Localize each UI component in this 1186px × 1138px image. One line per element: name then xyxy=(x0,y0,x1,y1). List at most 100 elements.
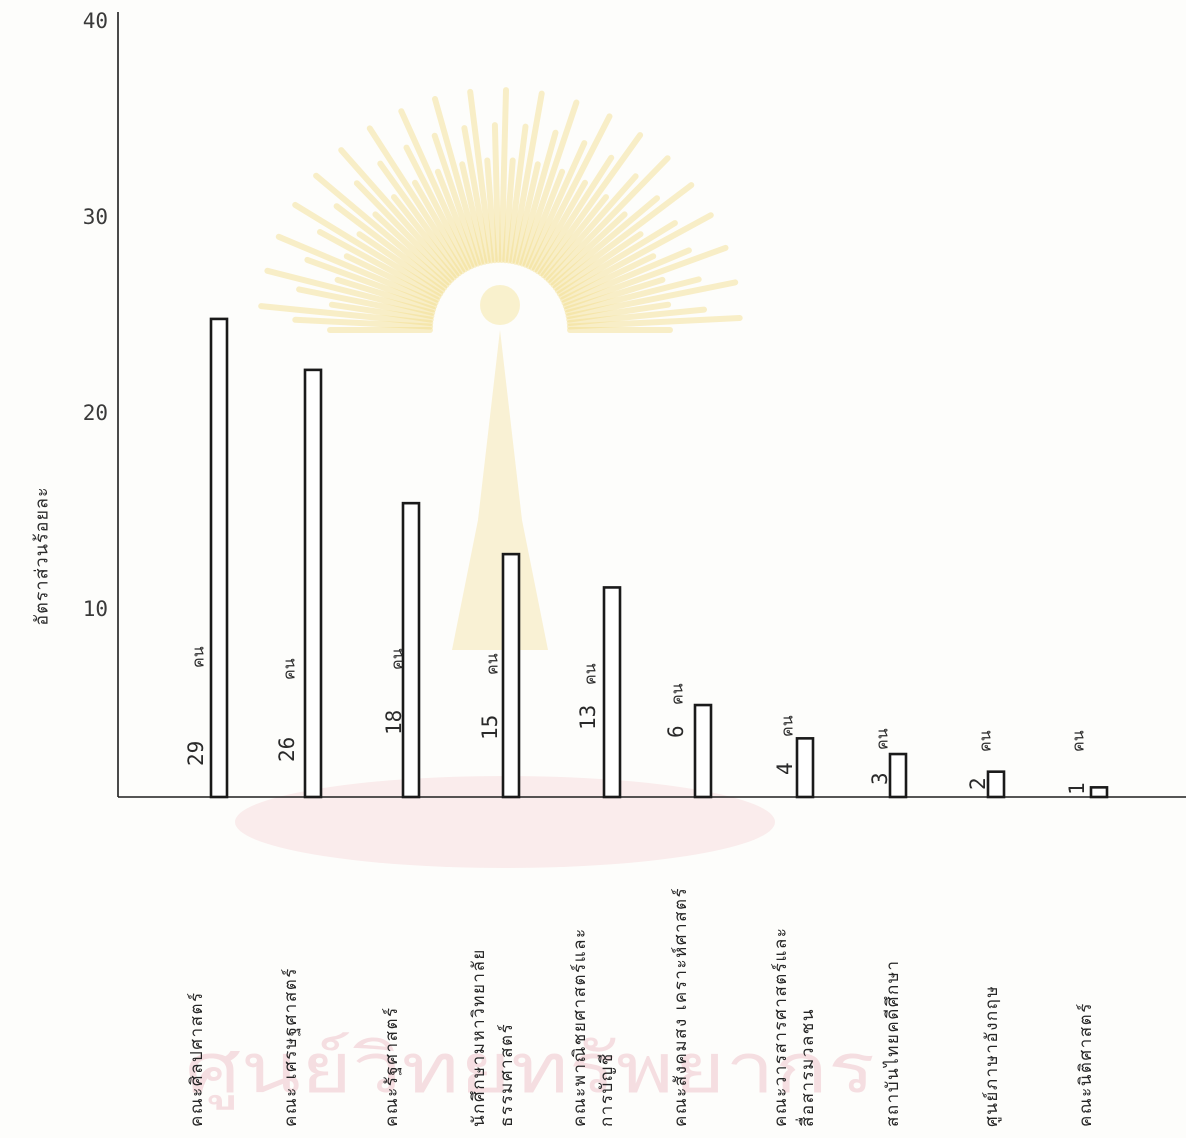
category-label: คณะวารสารศาสตร์และ xyxy=(771,927,791,1127)
seal-ray xyxy=(292,201,444,297)
bar xyxy=(303,368,323,799)
seal-ray xyxy=(566,301,672,323)
count-unit-label: คน xyxy=(189,646,208,668)
seal-ray xyxy=(343,253,440,303)
y-tick-label: 10 xyxy=(83,597,108,621)
seal-ray xyxy=(564,276,702,316)
seal-ray xyxy=(333,203,448,291)
seal-ray xyxy=(550,195,660,288)
seal-ray xyxy=(258,303,434,326)
seal-ray xyxy=(292,316,434,330)
seal-ray xyxy=(566,315,743,330)
seal-ray xyxy=(328,301,434,323)
seal-ray xyxy=(522,168,566,268)
seal-ray xyxy=(562,244,729,310)
y-tick-label: 20 xyxy=(83,401,108,425)
count-unit-label: คน xyxy=(388,648,407,670)
seal-ray xyxy=(537,132,644,277)
count-label: 1 xyxy=(1065,782,1089,795)
seal-ray xyxy=(356,231,446,294)
bar xyxy=(986,770,1006,799)
y-tick-label: 30 xyxy=(83,205,108,229)
count-unit-label: คน xyxy=(280,658,299,680)
count-unit-label: คน xyxy=(668,683,687,705)
seal-ray xyxy=(317,229,442,300)
category-label: สื่อสารมวลชน xyxy=(795,1008,818,1127)
seal-ray xyxy=(264,267,436,316)
count-unit-label: คน xyxy=(1069,730,1088,752)
count-labels: 29 คน 26 คน 18 คน 15 คน 13 คน 6 คน 4 คน 3 คน 2 คน 1 คน xyxy=(184,646,1089,795)
seal-ray xyxy=(296,286,435,320)
bar xyxy=(795,737,815,799)
seal-ray xyxy=(519,99,580,267)
category-label: คณะสังคมสง เคราะห์ศาสตร์ xyxy=(671,887,691,1127)
bar xyxy=(888,752,908,799)
bar xyxy=(693,703,713,799)
category-label: คณะ เศรษฐศาสตร์ xyxy=(281,967,301,1127)
y-axis-label: อัตราส่วนร้อยละ xyxy=(32,486,53,625)
seal-ray xyxy=(548,211,628,286)
seal-ray xyxy=(313,172,450,288)
count-unit-label: คน xyxy=(778,715,797,737)
seal-ray xyxy=(353,180,455,283)
count-label: 18 xyxy=(382,710,406,735)
count-label: 26 xyxy=(275,737,299,762)
bar xyxy=(1089,786,1109,799)
seal-ray xyxy=(509,90,545,265)
category-label: คณะศิลปศาสตร์ xyxy=(187,991,207,1127)
y-tick-label: 40 xyxy=(83,9,108,33)
seal-ray xyxy=(558,212,714,300)
category-label: คณะพาณิชยศาสตร์และ xyxy=(570,927,590,1127)
seal-ray xyxy=(516,129,559,266)
seal-ray xyxy=(338,147,457,281)
seal-ray xyxy=(434,168,478,268)
seal-ray xyxy=(540,194,609,279)
count-unit-label: คน xyxy=(976,730,995,752)
seal-ray xyxy=(561,247,692,306)
seal-ray xyxy=(566,306,707,326)
seal-ray xyxy=(334,276,437,313)
seal-ray xyxy=(412,179,468,273)
seal-ray xyxy=(398,108,475,270)
seal-ray xyxy=(554,231,644,294)
seal-ray xyxy=(556,220,678,297)
watermark-text: ศูนย์วิทยทรัพยากร xyxy=(185,1030,875,1110)
seal-ribbon xyxy=(235,776,775,868)
seal-ray xyxy=(528,113,613,271)
seal-ray xyxy=(543,173,639,281)
category-label: สถาบันไทยคดีศึกษา xyxy=(882,959,903,1127)
count-label: 4 xyxy=(773,762,797,775)
category-labels: คณะศิลปศาสตร์ คณะ เศรษฐศาสตร์ คณะรัฐศาสตร์… xyxy=(187,887,1096,1127)
seal-ray xyxy=(545,155,671,283)
category-label: คณะนิติศาสตร์ xyxy=(1076,1002,1096,1127)
count-label: 3 xyxy=(868,772,892,785)
category-label: นักศึกษามหาวิทยาลัย xyxy=(469,948,489,1127)
seal-ray xyxy=(491,122,502,263)
seal-ray xyxy=(391,194,460,279)
seal-ray xyxy=(275,233,439,306)
seal-ray xyxy=(505,123,529,264)
seal-ray xyxy=(461,125,491,265)
count-label: 29 xyxy=(184,741,208,766)
seal-orb xyxy=(480,285,520,325)
seal-ray xyxy=(525,140,588,270)
count-unit-label: คน xyxy=(483,653,502,675)
seal-ray xyxy=(304,256,438,310)
seal-ray xyxy=(377,160,463,277)
seal-ray xyxy=(484,157,498,264)
seal-ray xyxy=(498,87,509,263)
count-label: 15 xyxy=(478,715,502,740)
seal-ray xyxy=(563,276,666,313)
seal-spire xyxy=(452,330,548,650)
count-label: 2 xyxy=(966,777,990,790)
category-label: ศูนย์ภาษาอังกฤษ xyxy=(982,985,1002,1127)
count-unit-label: คน xyxy=(873,728,892,750)
seal-ray xyxy=(532,179,588,273)
bar xyxy=(602,586,622,799)
seal-ray xyxy=(431,132,481,267)
seal-ray xyxy=(512,161,541,265)
seal-ray xyxy=(565,279,739,320)
seal-ray xyxy=(560,253,657,303)
seal-ray xyxy=(403,144,472,271)
